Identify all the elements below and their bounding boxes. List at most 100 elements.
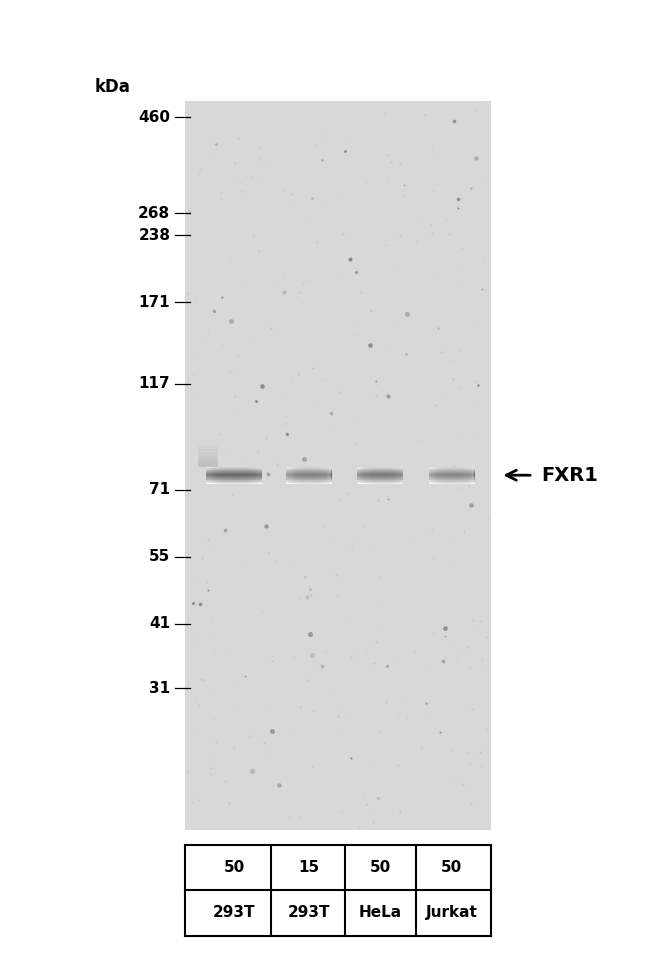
Text: HeLa: HeLa <box>359 905 402 921</box>
Bar <box>394 467 396 484</box>
Bar <box>295 467 297 484</box>
Bar <box>302 467 304 484</box>
Bar <box>198 460 218 463</box>
Bar <box>378 467 380 484</box>
Bar <box>239 467 242 484</box>
Bar <box>429 467 431 484</box>
Text: 15: 15 <box>298 860 319 875</box>
Bar <box>380 467 382 484</box>
Bar <box>463 467 465 484</box>
Bar <box>298 467 300 484</box>
Bar <box>214 467 217 484</box>
Bar <box>237 467 239 484</box>
Bar <box>245 467 248 484</box>
Bar <box>472 467 474 484</box>
Bar <box>198 462 218 465</box>
Bar <box>447 467 449 484</box>
Bar <box>315 467 318 484</box>
Bar <box>286 467 288 484</box>
Bar <box>396 467 398 484</box>
Bar <box>456 467 458 484</box>
Bar <box>461 467 463 484</box>
Bar <box>362 467 364 484</box>
Bar <box>434 467 436 484</box>
Bar <box>449 467 452 484</box>
Bar <box>254 467 256 484</box>
Bar <box>329 467 332 484</box>
Text: 238: 238 <box>138 228 170 243</box>
Text: kDa: kDa <box>94 78 130 96</box>
Bar <box>440 467 443 484</box>
Bar <box>234 467 237 484</box>
Text: 50: 50 <box>441 860 462 875</box>
Text: 71: 71 <box>149 482 170 497</box>
Bar <box>467 467 470 484</box>
Bar <box>373 467 376 484</box>
Text: 50: 50 <box>224 860 244 875</box>
Bar <box>452 467 454 484</box>
Text: 41: 41 <box>149 616 170 632</box>
Bar <box>198 447 218 450</box>
Bar <box>226 467 229 484</box>
Bar <box>327 467 329 484</box>
Bar <box>242 467 245 484</box>
Bar <box>248 467 250 484</box>
Bar <box>259 467 261 484</box>
Bar <box>209 467 212 484</box>
Bar <box>309 467 311 484</box>
Text: 293T: 293T <box>213 905 255 921</box>
Text: FXR1: FXR1 <box>541 466 598 485</box>
Bar <box>445 467 447 484</box>
Text: 293T: 293T <box>287 905 330 921</box>
Bar <box>229 467 231 484</box>
Bar <box>292 467 295 484</box>
Text: 171: 171 <box>138 295 170 310</box>
Bar <box>198 464 218 467</box>
Bar <box>304 467 307 484</box>
Bar <box>400 467 403 484</box>
Bar <box>324 467 327 484</box>
Bar <box>185 101 491 830</box>
Bar <box>320 467 322 484</box>
Bar <box>376 467 378 484</box>
Bar <box>307 467 309 484</box>
Bar <box>367 467 369 484</box>
Bar <box>387 467 389 484</box>
Bar <box>313 467 315 484</box>
Bar <box>198 445 218 448</box>
Bar <box>231 467 234 484</box>
Bar <box>300 467 302 484</box>
Text: 55: 55 <box>149 549 170 564</box>
Bar <box>398 467 400 484</box>
Bar <box>364 467 367 484</box>
Bar <box>256 467 259 484</box>
Bar <box>217 467 220 484</box>
Bar <box>198 456 218 458</box>
Bar <box>288 467 291 484</box>
Bar <box>198 453 218 456</box>
Bar <box>436 467 438 484</box>
Text: 117: 117 <box>138 376 170 392</box>
Bar <box>458 467 461 484</box>
Text: 460: 460 <box>138 109 170 125</box>
Bar <box>371 467 373 484</box>
Bar <box>318 467 320 484</box>
Bar <box>223 467 226 484</box>
Text: 31: 31 <box>149 681 170 696</box>
Bar <box>198 458 218 461</box>
Bar <box>443 467 445 484</box>
Bar <box>207 467 209 484</box>
Bar <box>212 467 214 484</box>
Bar <box>385 467 387 484</box>
Text: 50: 50 <box>370 860 391 875</box>
Bar <box>470 467 472 484</box>
Bar <box>389 467 391 484</box>
Text: 268: 268 <box>138 205 170 221</box>
Bar <box>359 467 362 484</box>
Bar <box>369 467 371 484</box>
Bar <box>454 467 456 484</box>
Bar <box>198 449 218 452</box>
Bar <box>358 467 359 484</box>
Bar <box>438 467 440 484</box>
Bar <box>465 467 467 484</box>
